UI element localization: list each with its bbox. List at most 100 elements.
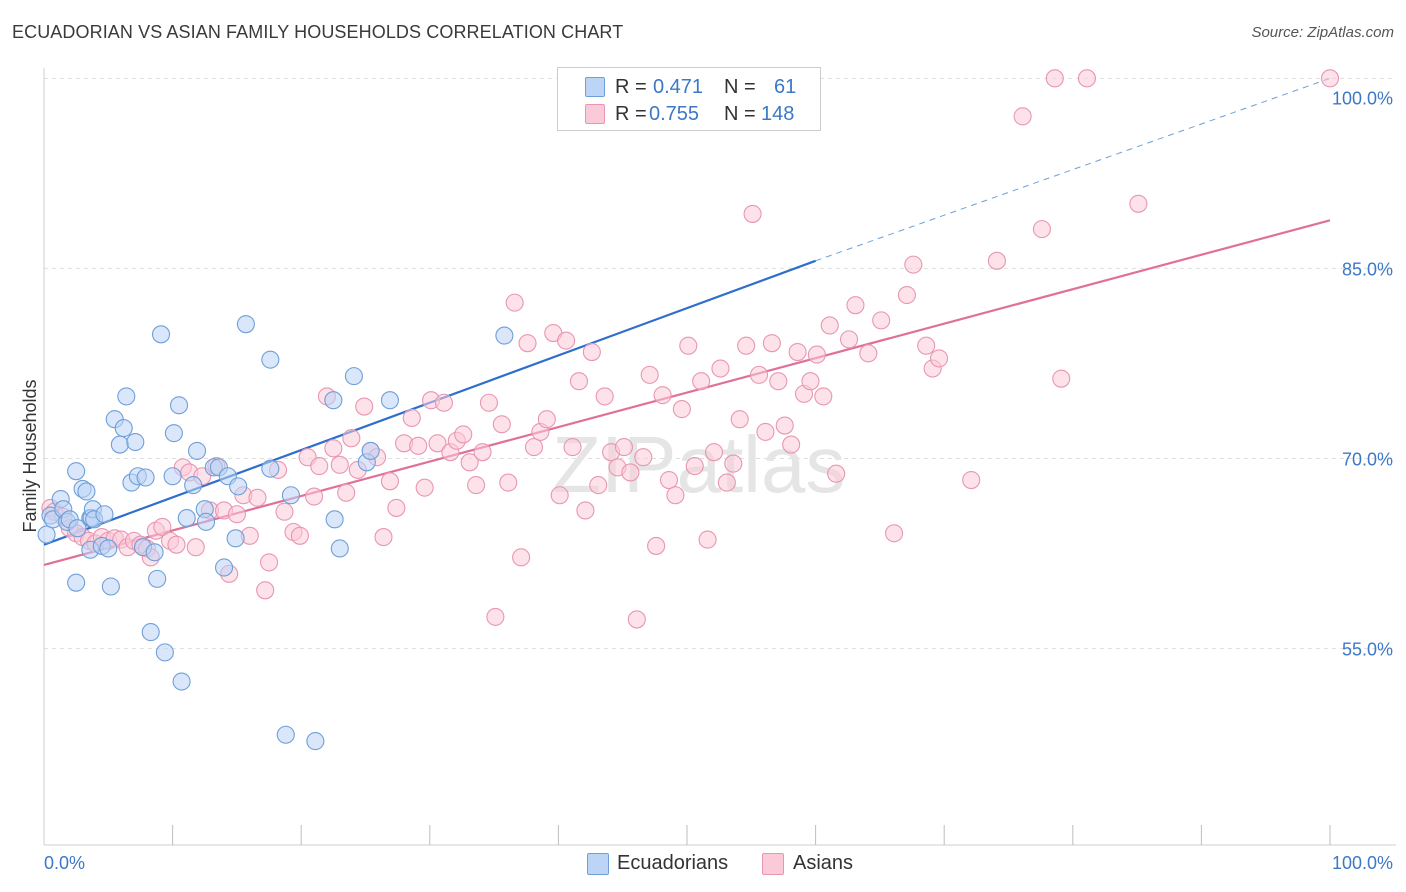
n-label: N =: [724, 103, 756, 125]
asians-point: [569, 372, 589, 391]
asians-point: [621, 463, 640, 482]
r-label: R =: [615, 103, 647, 125]
ecuadorians-point: [163, 467, 182, 486]
asians-point: [415, 478, 434, 497]
asians-point: [479, 393, 499, 412]
asians-point: [872, 311, 891, 330]
asians-point: [692, 372, 711, 391]
ecuadorians-point: [151, 325, 171, 344]
r-value-asians: 0.755: [649, 103, 700, 125]
asians-point: [380, 472, 399, 491]
asians-point: [1129, 194, 1148, 213]
asians-point: [737, 336, 756, 355]
ecuadorians-point: [261, 459, 280, 478]
asians-point: [962, 470, 981, 490]
ecuadorians-point: [344, 367, 363, 386]
y-tick-label: 85.0%: [1342, 259, 1393, 279]
ecuadorians-point: [281, 486, 300, 505]
asians-point: [897, 285, 916, 305]
asians-point: [473, 443, 492, 462]
ecuadorians-point: [229, 477, 248, 496]
correlation-legend: R = 0.471 N = 61 R = 0.755 N = 148: [557, 67, 821, 131]
ecuadorians-point: [101, 577, 120, 596]
asians-point: [846, 296, 865, 315]
asians-point: [402, 408, 421, 427]
asians-point: [492, 415, 511, 434]
axes: [43, 68, 1396, 846]
y-tick-label: 70.0%: [1342, 450, 1393, 470]
asians-point: [330, 455, 349, 474]
ecuadorians-point: [495, 326, 514, 345]
asians-point: [409, 436, 428, 455]
ecuadorians-point: [261, 350, 280, 369]
asians-point: [324, 439, 343, 458]
x-tick-label: 0.0%: [44, 853, 85, 873]
ecuadorians-point: [184, 476, 203, 495]
asians-point: [582, 343, 601, 362]
asians-point: [987, 251, 1006, 270]
asians-point: [904, 255, 923, 274]
asians-point: [743, 204, 762, 223]
ecuadorians-point: [214, 558, 234, 577]
asians-point: [337, 483, 356, 502]
ecuadorians-point: [236, 315, 255, 334]
ecuadorians-point: [169, 396, 189, 415]
legend-asians-swatch: [762, 853, 784, 875]
asians-point: [454, 425, 473, 444]
asians-point: [248, 488, 267, 507]
ecuadorians-point: [141, 623, 160, 642]
ecuadorians-point: [361, 441, 380, 460]
asians-point: [428, 434, 447, 453]
asians-point: [685, 457, 704, 476]
asians-point: [717, 473, 736, 492]
asians-point: [762, 334, 781, 353]
asians-point: [884, 524, 904, 543]
asians-point: [1052, 369, 1071, 388]
asians-point: [310, 457, 329, 476]
asians-point: [595, 387, 614, 406]
asians-point: [730, 410, 749, 429]
asians-point: [647, 536, 666, 555]
asians-point: [275, 502, 294, 521]
ecuadorians-point: [196, 512, 216, 531]
ecuadorians-point: [110, 435, 129, 454]
asians-point: [387, 498, 406, 517]
asians-point: [634, 448, 653, 467]
legend-ecuadorians-swatch: [587, 853, 609, 875]
asians-point: [186, 538, 205, 557]
asians-point: [153, 517, 172, 536]
x-tick-label: 100.0%: [1332, 853, 1393, 873]
asians-point: [930, 349, 949, 368]
asians-point: [814, 387, 833, 406]
ecuadorians-point: [67, 573, 86, 592]
asians-point: [167, 535, 186, 554]
ecuadorians-point: [77, 482, 96, 501]
ecuadorians-point: [148, 569, 167, 588]
asians-point: [859, 344, 878, 363]
ecuadorians-point: [155, 643, 174, 662]
asians-point: [724, 454, 743, 473]
y-axis-label: Family Households: [20, 379, 40, 532]
ecuadorians-point: [177, 509, 196, 528]
asians-point: [659, 470, 679, 490]
asians-point: [550, 486, 569, 505]
r-label: R =: [615, 76, 647, 98]
asians-swatch: [585, 104, 605, 124]
ecuadorians-point: [37, 525, 56, 544]
asians-point: [518, 334, 537, 353]
ecuadorians-point: [276, 725, 295, 744]
ecuadorians-point: [117, 387, 136, 406]
ecuadorians-point: [67, 462, 86, 481]
trend-line-extension: [815, 77, 1331, 262]
ecuadorians-point: [324, 391, 343, 410]
asians-point: [1013, 107, 1032, 126]
n-value-ecuadorians: 61: [774, 76, 797, 98]
asians-point: [614, 438, 634, 457]
ecuadorians-point: [68, 519, 87, 538]
ecuadorians-point: [95, 505, 114, 524]
asians-point: [1032, 220, 1051, 239]
ecuadorians-point: [145, 543, 164, 562]
asians-point: [374, 528, 393, 547]
asians-point: [259, 553, 279, 572]
